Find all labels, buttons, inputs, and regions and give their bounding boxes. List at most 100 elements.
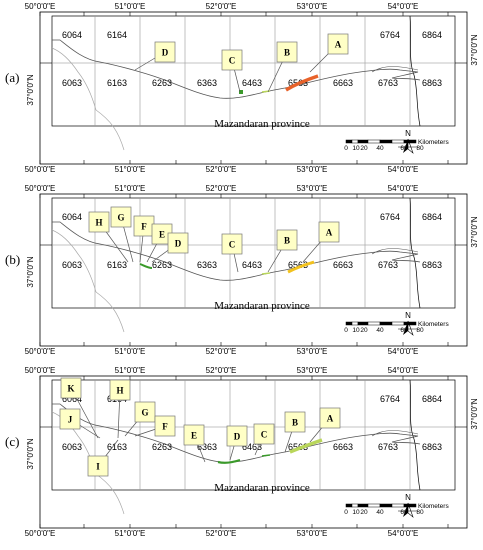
scale-segment [379, 139, 393, 144]
scale-bar: Kilometers 0 10 20 40 60 80 [344, 321, 449, 334]
callout-G [134, 401, 156, 423]
province-boundary [51, 47, 125, 151]
province-boundary [409, 197, 421, 309]
callout-K [60, 377, 82, 399]
callout-D-label: D [162, 48, 169, 58]
scale-tick: 80 [416, 145, 424, 152]
sheet-6764: 6764 [380, 30, 400, 40]
callout-H-label: H [95, 218, 102, 228]
scale-unit: Kilometers [418, 503, 449, 510]
scale-segment [345, 321, 353, 326]
callout-H [109, 379, 131, 401]
lat-tick-label-right: 37°0'0"N [470, 398, 479, 429]
neatline [39, 375, 468, 529]
lon-tick-label-bottom: 52°0'0"E [206, 165, 237, 174]
callout-F-label: F [141, 222, 147, 232]
sheet-6563: 6563 [288, 260, 308, 270]
lon-tick-label-bottom: 54°0'0"E [388, 529, 419, 538]
callout-G-label: G [141, 408, 148, 418]
lon-tick-label-bottom: 52°0'0"E [206, 347, 237, 356]
scale-tick: 20 [360, 145, 368, 152]
callout-A-label: A [335, 40, 342, 50]
lon-tick-label-top: 50°0'0"E [25, 366, 56, 375]
north-label: N [405, 311, 411, 320]
panel-label: (a) [5, 70, 19, 85]
callout-B-label: B [284, 48, 290, 58]
lat-tick-label-left: 37°0'0"N [26, 74, 35, 105]
callout-C-label: C [229, 56, 236, 66]
sheet-6163: 6163 [107, 78, 127, 88]
sheet-6263: 6263 [152, 442, 172, 452]
scale-segment [345, 139, 353, 144]
lon-tick-label-top: 50°0'0"E [25, 184, 56, 193]
province-label: Mazandaran province [214, 118, 310, 130]
scale-segment [379, 321, 393, 326]
panel-0: 50°0'0"E 50°0'0"E 51°0'0"E 51°0'0"E 52°0'0"E… [5, 2, 479, 174]
coastline [371, 430, 419, 437]
callout-G-label: G [117, 213, 124, 223]
scale-unit: Kilometers [418, 139, 449, 146]
scale-segment [357, 321, 369, 326]
scale-segment [367, 321, 381, 326]
sheet-6363: 6363 [197, 260, 217, 270]
callout-K-label: K [67, 384, 74, 394]
scale-tick: 10 [352, 145, 360, 152]
callout-D-label: D [234, 432, 241, 442]
scale-tick: 80 [416, 327, 424, 334]
sheet-6363: 6363 [197, 78, 217, 88]
callout-B-label: B [292, 418, 298, 428]
scale-tick: 40 [376, 145, 384, 152]
scale-segment [391, 321, 405, 326]
lon-tick-label-bottom: 53°0'0"E [297, 347, 328, 356]
scale-tick: 60 [400, 509, 408, 516]
callout-D [154, 41, 176, 63]
sheet-6864: 6864 [422, 212, 442, 222]
callout-C [253, 423, 275, 445]
callout-C [221, 233, 243, 255]
callout-E-label: E [159, 230, 165, 240]
lon-tick-label-top: 53°0'0"E [297, 184, 328, 193]
callout-A [319, 407, 341, 429]
province-boundary [409, 15, 421, 127]
callout-B [276, 229, 298, 251]
panel-1: 50°0'0"E 50°0'0"E 51°0'0"E 51°0'0"E 52°0'0"E… [5, 184, 479, 356]
callout-H-label: H [116, 386, 123, 396]
north-label: N [405, 493, 411, 502]
sheet-6064: 6064 [62, 30, 82, 40]
province-boundary [51, 229, 125, 333]
callout-A [327, 33, 349, 55]
lon-tick-label-top: 52°0'0"E [206, 184, 237, 193]
callout-D [167, 232, 189, 254]
callout-F [154, 415, 176, 437]
lon-tick-label-bottom: 51°0'0"E [115, 165, 146, 174]
lon-tick-label-top: 52°0'0"E [206, 366, 237, 375]
callout-D-label: D [175, 239, 182, 249]
sheet-6864: 6864 [422, 30, 442, 40]
lon-tick-label-top: 54°0'0"E [388, 184, 419, 193]
lon-tick-label-top: 54°0'0"E [388, 366, 419, 375]
callout-I-label: I [96, 462, 100, 472]
lon-tick-label-bottom: 51°0'0"E [115, 529, 146, 538]
sheet-6363: 6363 [197, 442, 217, 452]
scale-segment [351, 139, 359, 144]
scale-segment [403, 503, 417, 508]
callout-B-label: B [284, 236, 290, 246]
lon-tick-label-top: 51°0'0"E [115, 366, 146, 375]
callout-C-label: C [261, 430, 268, 440]
callout-J-label: J [68, 415, 73, 425]
lon-tick-label-bottom: 52°0'0"E [206, 529, 237, 538]
sheet-6764: 6764 [380, 212, 400, 222]
callout-A [318, 221, 340, 243]
lon-tick-label-bottom: 50°0'0"E [25, 529, 56, 538]
map-frame [51, 379, 456, 491]
site-b [261, 90, 271, 93]
scale-tick: 80 [416, 509, 424, 516]
lon-tick-label-bottom: 51°0'0"E [115, 347, 146, 356]
sheet-6063: 6063 [62, 260, 82, 270]
scale-tick: 0 [344, 327, 348, 334]
scale-tick: 40 [376, 327, 384, 334]
neatline [39, 193, 468, 347]
scale-tick: 10 [352, 327, 360, 334]
site-a [287, 260, 315, 274]
sheet-6164: 6164 [107, 30, 127, 40]
